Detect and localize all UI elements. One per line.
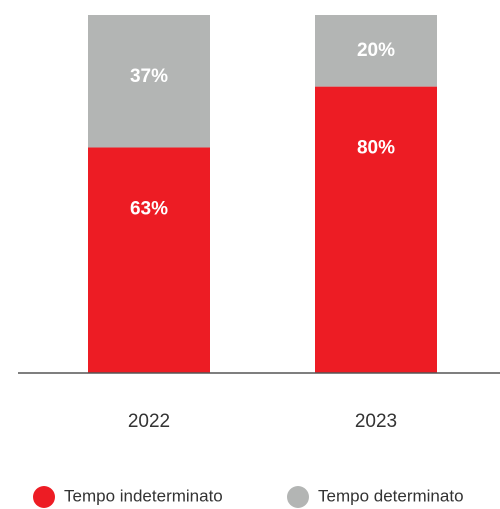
value-label: 80% — [357, 138, 395, 159]
bar-segment — [315, 86, 437, 373]
legend-marker — [33, 486, 55, 508]
x-tick-label: 2023 — [355, 411, 397, 432]
legend-label: Tempo indeterminato — [64, 486, 223, 505]
bar-segment — [88, 147, 210, 373]
value-label: 20% — [357, 40, 395, 61]
value-label: 37% — [130, 66, 168, 87]
bar-segment — [88, 15, 210, 148]
bar-segment — [315, 15, 437, 87]
legend-marker — [287, 486, 309, 508]
value-label: 63% — [130, 198, 168, 219]
x-tick-label: 2022 — [128, 411, 170, 432]
legend-label: Tempo determinato — [318, 486, 464, 505]
